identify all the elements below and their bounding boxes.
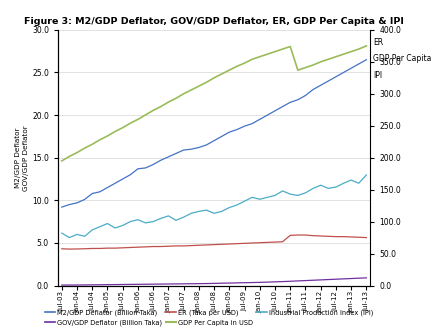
Y-axis label: M2/GDP Deflator
GOV/GDP Deflator: M2/GDP Deflator GOV/GDP Deflator	[15, 125, 29, 191]
Title: Figure 3: M2/GDP Deflator, GOV/GDP Deflator, ER, GDP Per Capita & IPI: Figure 3: M2/GDP Deflator, GOV/GDP Defla…	[24, 17, 404, 26]
Text: GDP Per Capita: GDP Per Capita	[373, 54, 432, 63]
Text: ER: ER	[373, 38, 384, 46]
Legend: M2/GDP Deflator (Billion Taka), GOV/GDP Deflator (Billion Taka), ER (Taka per US: M2/GDP Deflator (Billion Taka), GOV/GDP …	[43, 307, 376, 329]
Text: IPI: IPI	[373, 71, 382, 80]
